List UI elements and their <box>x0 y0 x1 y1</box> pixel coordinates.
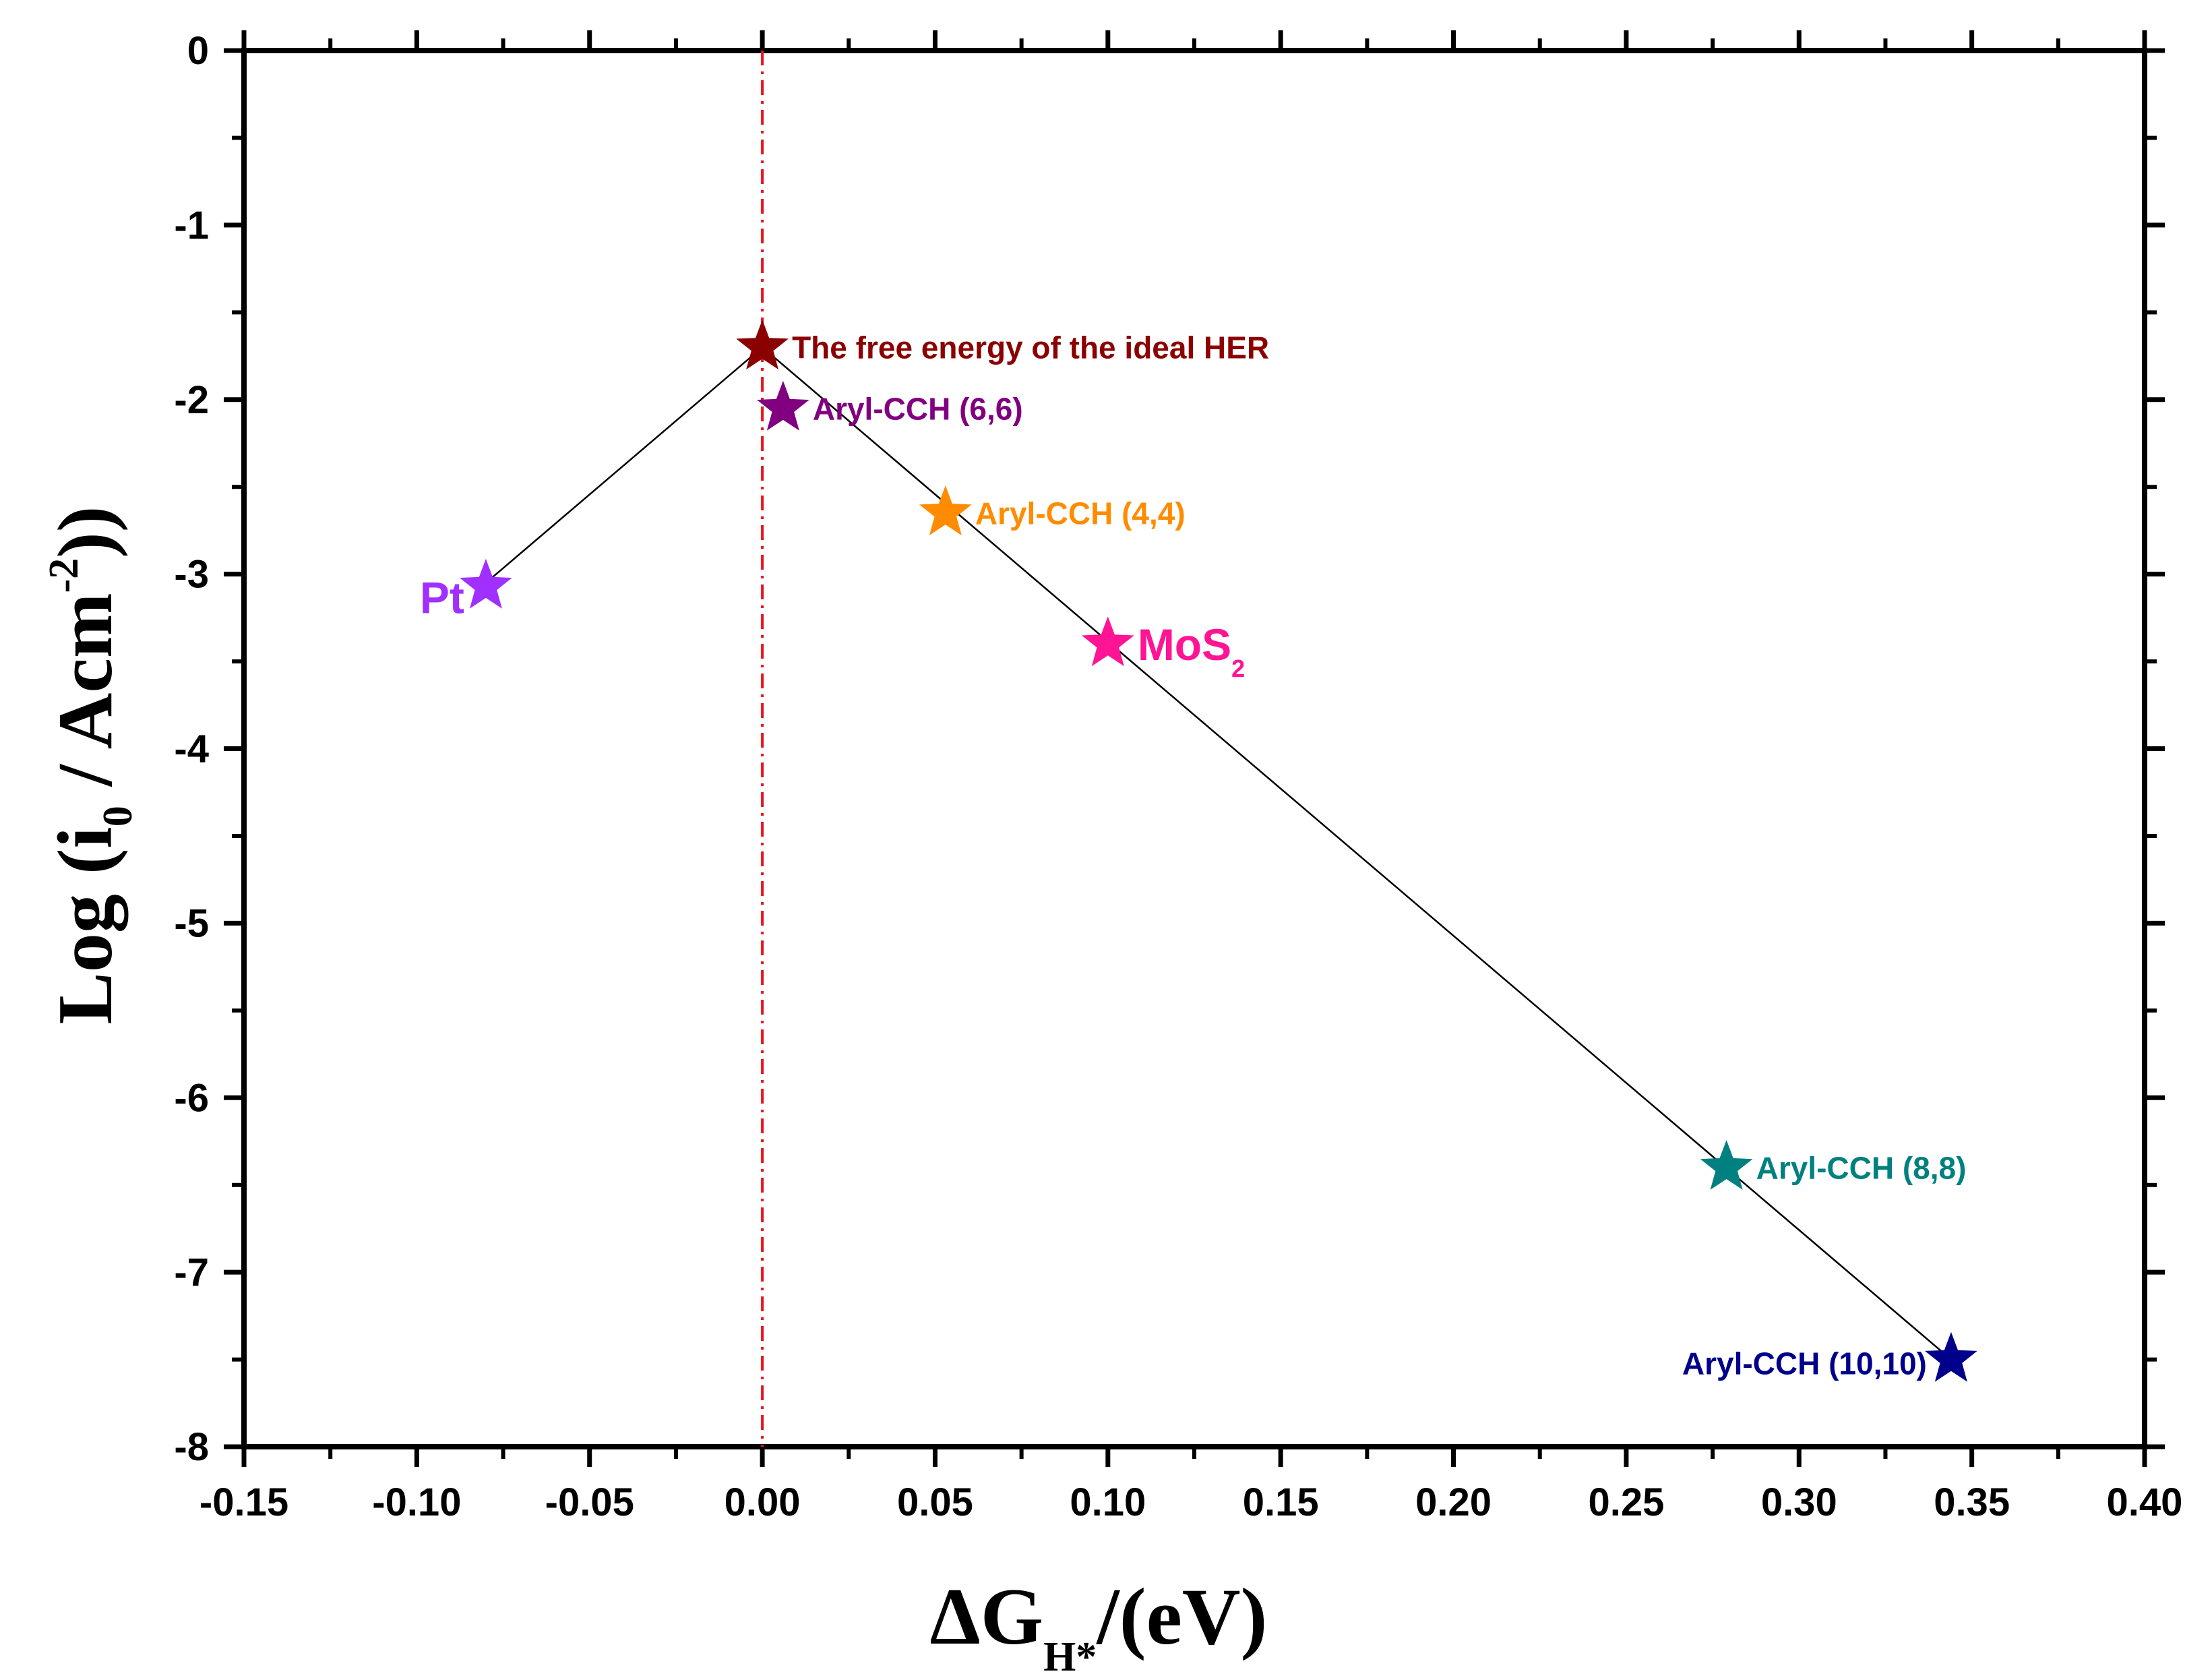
data-label-text: Aryl-CCH (10,10) <box>1682 1346 1927 1381</box>
y-axis-title-suffix: )) <box>42 506 129 558</box>
x-tick-label: 0.40 <box>2107 1480 2183 1524</box>
x-tick-label: 0.35 <box>1934 1480 2010 1524</box>
volcano-trend-line <box>485 346 1952 1360</box>
data-label-text: Pt <box>420 573 464 623</box>
x-tick-label: 0.10 <box>1070 1480 1146 1524</box>
y-tick-label: -7 <box>174 1251 209 1294</box>
data-label-text: MoS <box>1138 620 1231 669</box>
data-label-Pt: Pt <box>420 573 464 623</box>
data-label-mos2: MoS2 <box>1138 620 1245 682</box>
x-axis-title-subscript: H* <box>1043 1634 1097 1680</box>
plot-frame <box>241 48 2147 1449</box>
y-axis-title: Log (i0 / Acm-2)) <box>41 506 141 1025</box>
y-axis-title-middle: / Acm <box>42 593 129 806</box>
x-axis-title-suffix: /(eV) <box>1095 1571 1267 1661</box>
data-label-text: The free energy of the ideal HER <box>792 330 1269 365</box>
data-label-subscript: 2 <box>1231 655 1245 682</box>
data-label-text: Aryl-CCH (8,8) <box>1756 1150 1967 1185</box>
y-tick-label: -6 <box>174 1076 209 1120</box>
y-tick-label: -8 <box>174 1425 209 1469</box>
data-label-text: Aryl-CCH (4,4) <box>975 496 1186 531</box>
y-tick-label: -4 <box>174 727 209 771</box>
y-tick-label: 0 <box>187 29 209 73</box>
x-tick-label: 0.05 <box>897 1480 973 1524</box>
axis-tick-labels: -0.15 -0.10 -0.05 0.00 0.05 0.10 0.15 0.20 0.25 0… <box>174 29 2182 1524</box>
data-marks <box>460 320 1977 1382</box>
data-label-text: Aryl-CCH (6,6) <box>813 391 1023 426</box>
data-labels: Pt The free energy of the ideal HER Aryl-C… <box>420 330 1967 1381</box>
star-marker-aryl-6-6 <box>756 380 809 431</box>
y-axis-title-superscript: -2 <box>41 558 87 593</box>
data-label-aryl-10-10: Aryl-CCH (10,10) <box>1682 1346 1927 1381</box>
data-label-aryl-8-8: Aryl-CCH (8,8) <box>1756 1150 1967 1185</box>
x-tick-label: 0.20 <box>1415 1480 1492 1524</box>
star-marker-aryl-10-10 <box>1924 1331 1977 1382</box>
y-tick-label: -5 <box>174 901 209 945</box>
axis-ticks <box>224 30 2165 1467</box>
data-label-aryl-4-4: Aryl-CCH (4,4) <box>975 496 1186 531</box>
star-marker-Pt <box>460 558 512 609</box>
x-tick-label: 0.25 <box>1588 1480 1664 1524</box>
y-axis-title-subscript: 0 <box>95 806 141 827</box>
star-marker-aryl-4-4 <box>919 485 972 536</box>
x-axis-title: ΔGH*/(eV) <box>930 1571 1268 1680</box>
x-tick-label: -0.10 <box>372 1480 461 1524</box>
y-tick-label: -2 <box>174 378 209 422</box>
x-tick-label: 0.30 <box>1761 1480 1837 1524</box>
y-tick-label: -3 <box>174 553 209 597</box>
plot-area <box>241 48 2147 1449</box>
y-tick-label: -1 <box>174 204 209 247</box>
star-marker-mos2 <box>1081 616 1134 667</box>
x-tick-label: -0.05 <box>545 1480 634 1524</box>
star-marker-ideal <box>736 320 789 370</box>
star-marker-aryl-8-8 <box>1700 1139 1753 1190</box>
x-tick-label: 0.00 <box>725 1480 801 1524</box>
x-tick-label: 0.15 <box>1243 1480 1319 1524</box>
x-tick-label: -0.15 <box>199 1480 288 1524</box>
y-axis-title-prefix: Log (i <box>42 827 129 1024</box>
data-label-aryl-6-6: Aryl-CCH (6,6) <box>813 391 1023 426</box>
x-axis-title-symbol: ΔG <box>930 1571 1044 1661</box>
data-label-ideal: The free energy of the ideal HER <box>792 330 1269 365</box>
